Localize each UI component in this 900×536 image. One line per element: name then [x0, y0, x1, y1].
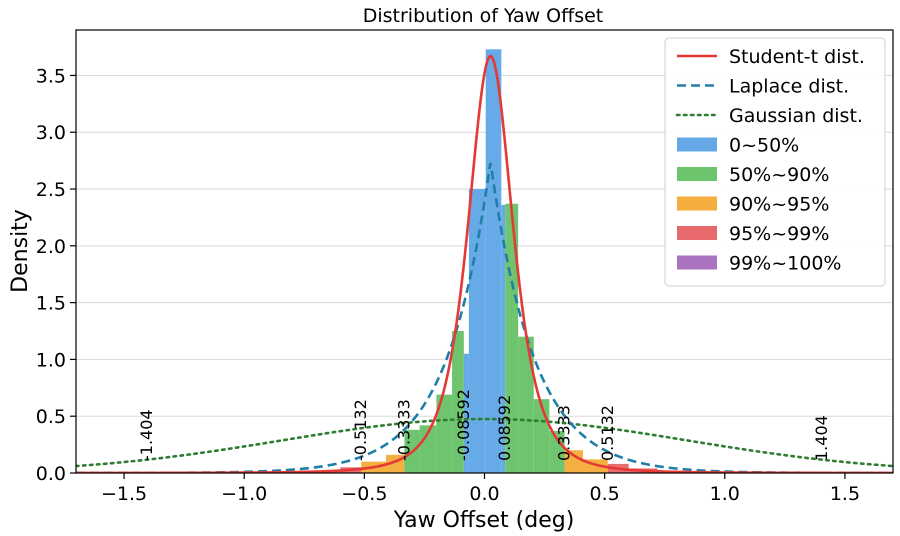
x-tick-label: −0.5	[341, 483, 387, 505]
legend-band-0-50-label: 0~50%	[729, 135, 799, 157]
histogram-bar-band-50-90	[549, 430, 565, 473]
threshold-label: 0.08592	[495, 395, 514, 461]
legend-band-90-95-swatch	[677, 196, 717, 211]
percentile-threshold-labels: -1.404 -0.5132 -0.3333 -0.08592 0.08592 0.333…	[137, 389, 831, 461]
legend-box	[664, 37, 886, 287]
y-axis-title: Density	[8, 209, 33, 293]
y-tick-label: 1.0	[36, 349, 66, 371]
x-tick-label: 1.5	[830, 483, 860, 505]
legend-laplace-label: Laplace dist.	[729, 76, 849, 98]
legend-band-50-90-swatch	[677, 167, 717, 181]
y-tick-label: 2.5	[36, 179, 66, 201]
x-tick-label: −1.5	[101, 483, 147, 505]
threshold-label: -0.3333	[394, 399, 413, 461]
legend-band-90-95-label: 90%~95%	[729, 194, 829, 216]
legend-band-0-50-swatch	[677, 137, 717, 152]
legend-band-95-99-label: 95%~99%	[729, 223, 829, 245]
histogram-bar-band-0-50	[463, 353, 469, 473]
threshold-label: -0.08592	[454, 389, 473, 461]
legend-band-50-90-label: 50%~90%	[729, 164, 829, 186]
y-tick-label: 0.0	[36, 463, 66, 485]
histogram-bar-band-50-90	[518, 336, 534, 473]
legend-band-99-100-label: 99%~100%	[729, 253, 841, 275]
threshold-label: 1.404	[812, 415, 831, 461]
y-tick-label: 2.0	[36, 236, 66, 258]
gaussian-curve	[76, 417, 893, 468]
x-axis-ticks: −1.5 −1.0 −0.5 0.0 0.5 1.0 1.5	[101, 473, 860, 505]
threshold-label: -1.404	[137, 409, 156, 461]
legend-student-t-label: Student-t dist.	[729, 46, 865, 68]
histogram-bar-band-50-90	[436, 394, 453, 473]
y-axis-ticks: 0.0 0.5 1.0 1.5 2.0 2.5 3.0 3.5	[36, 65, 76, 485]
legend-band-95-99-swatch	[677, 226, 717, 240]
x-axis-title: Yaw Offset (deg)	[393, 508, 575, 533]
chart-title: Distribution of Yaw Offset	[363, 5, 604, 27]
y-tick-label: 0.5	[36, 406, 66, 428]
x-tick-label: 0.0	[469, 483, 499, 505]
x-tick-label: 0.5	[590, 483, 620, 505]
threshold-label: -0.5132	[351, 399, 370, 461]
y-tick-label: 3.0	[36, 122, 66, 144]
histogram-bar-band-50-90	[452, 331, 464, 473]
x-tick-label: −1.0	[221, 483, 267, 505]
histogram-bar-band-0-50	[501, 204, 506, 473]
legend-band-99-100-swatch	[677, 255, 717, 270]
threshold-label: 0.3333	[555, 405, 574, 461]
histogram-bar-band-0-50	[485, 49, 502, 474]
y-tick-label: 3.5	[36, 65, 66, 87]
legend-gaussian-label: Gaussian dist.	[729, 105, 863, 127]
histogram-bar-band-90-95	[564, 450, 584, 473]
y-tick-label: 1.5	[36, 293, 66, 315]
histogram-bar-band-50-90	[533, 399, 550, 473]
x-tick-label: 1.0	[710, 483, 740, 505]
threshold-label: 0.5132	[598, 405, 617, 461]
legend: Student-t dist. Laplace dist. Gaussian dis…	[664, 37, 886, 287]
